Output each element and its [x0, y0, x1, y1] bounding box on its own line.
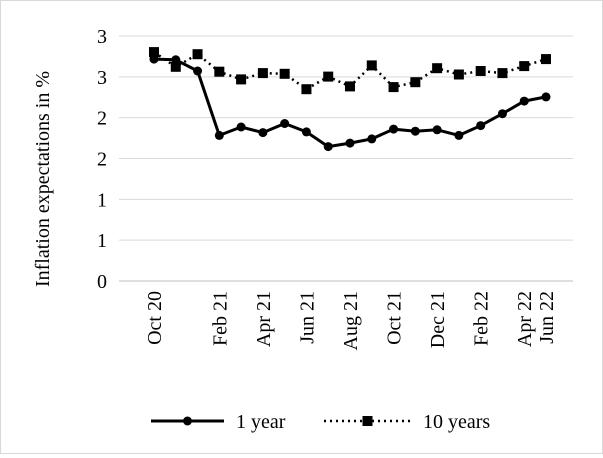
- data-point: [214, 130, 224, 140]
- data-point: [453, 69, 464, 80]
- x-tick-label: Feb 21: [209, 291, 231, 346]
- x-tick-label: Apr 22: [514, 291, 536, 347]
- y-axis-label: Inflation expectations in %: [32, 71, 54, 287]
- y-axis-ticks: 0 1 1 2 2 3 3: [97, 26, 107, 293]
- data-point: [149, 47, 159, 58]
- data-point: [345, 81, 355, 92]
- data-point: [476, 121, 486, 131]
- data-point: [410, 126, 420, 136]
- legend: 1 year 10 years: [151, 411, 490, 433]
- data-point: [432, 125, 442, 135]
- x-tick-label: Apr 21: [253, 291, 275, 347]
- y-tick-label: 2: [97, 108, 107, 130]
- y-tick-label: 3: [97, 67, 107, 89]
- legend-label: 1 year: [236, 411, 286, 433]
- data-point: [497, 109, 507, 119]
- x-tick-label: Jun 22: [536, 291, 558, 344]
- data-point: [323, 142, 333, 152]
- data-point: [475, 66, 486, 76]
- x-tick-label: Oct 20: [144, 291, 166, 345]
- x-tick-label: Feb 22: [471, 291, 493, 346]
- data-point: [192, 49, 203, 60]
- data-point: [236, 74, 247, 85]
- data-point: [497, 68, 508, 79]
- data-point: [301, 127, 311, 137]
- y-tick-label: 1: [97, 230, 107, 252]
- data-point: [519, 96, 529, 106]
- data-point: [454, 130, 464, 140]
- data-point: [367, 134, 377, 144]
- x-tick-label: Oct 21: [384, 291, 406, 345]
- x-tick-label: Aug 21: [340, 291, 362, 350]
- legend-marker: [362, 416, 373, 426]
- series-line: [153, 57, 547, 149]
- data-point: [389, 124, 399, 134]
- data-point: [301, 84, 312, 95]
- data-point: [541, 92, 551, 102]
- data-point: [279, 68, 290, 79]
- data-point: [257, 68, 268, 79]
- data-point: [388, 82, 399, 93]
- data-point: [410, 77, 421, 88]
- y-tick-label: 0: [97, 271, 107, 293]
- gridlines: [119, 35, 573, 282]
- data-point: [214, 66, 225, 77]
- y-tick-label: 1: [97, 189, 107, 211]
- data-point: [366, 60, 377, 71]
- data-point: [170, 61, 181, 72]
- y-tick-label: 3: [97, 26, 107, 48]
- data-point: [519, 61, 530, 72]
- data-point: [323, 71, 334, 82]
- data-point: [258, 128, 268, 138]
- x-tick-label: Jun 21: [296, 291, 318, 344]
- series-group: [149, 47, 551, 152]
- data-point: [541, 54, 551, 65]
- data-point: [193, 66, 203, 76]
- data-point: [280, 119, 290, 128]
- x-axis-ticks: Oct 20 Feb 21 Apr 21 Jun 21 Aug 21 Oct 21 Dec …: [144, 291, 558, 350]
- data-point: [236, 122, 246, 132]
- y-tick-label: 2: [97, 149, 107, 171]
- legend-marker: [183, 416, 192, 426]
- data-point: [432, 63, 443, 74]
- legend-label: 10 years: [423, 411, 490, 433]
- data-point: [345, 138, 355, 148]
- x-tick-label: Dec 21: [427, 291, 449, 348]
